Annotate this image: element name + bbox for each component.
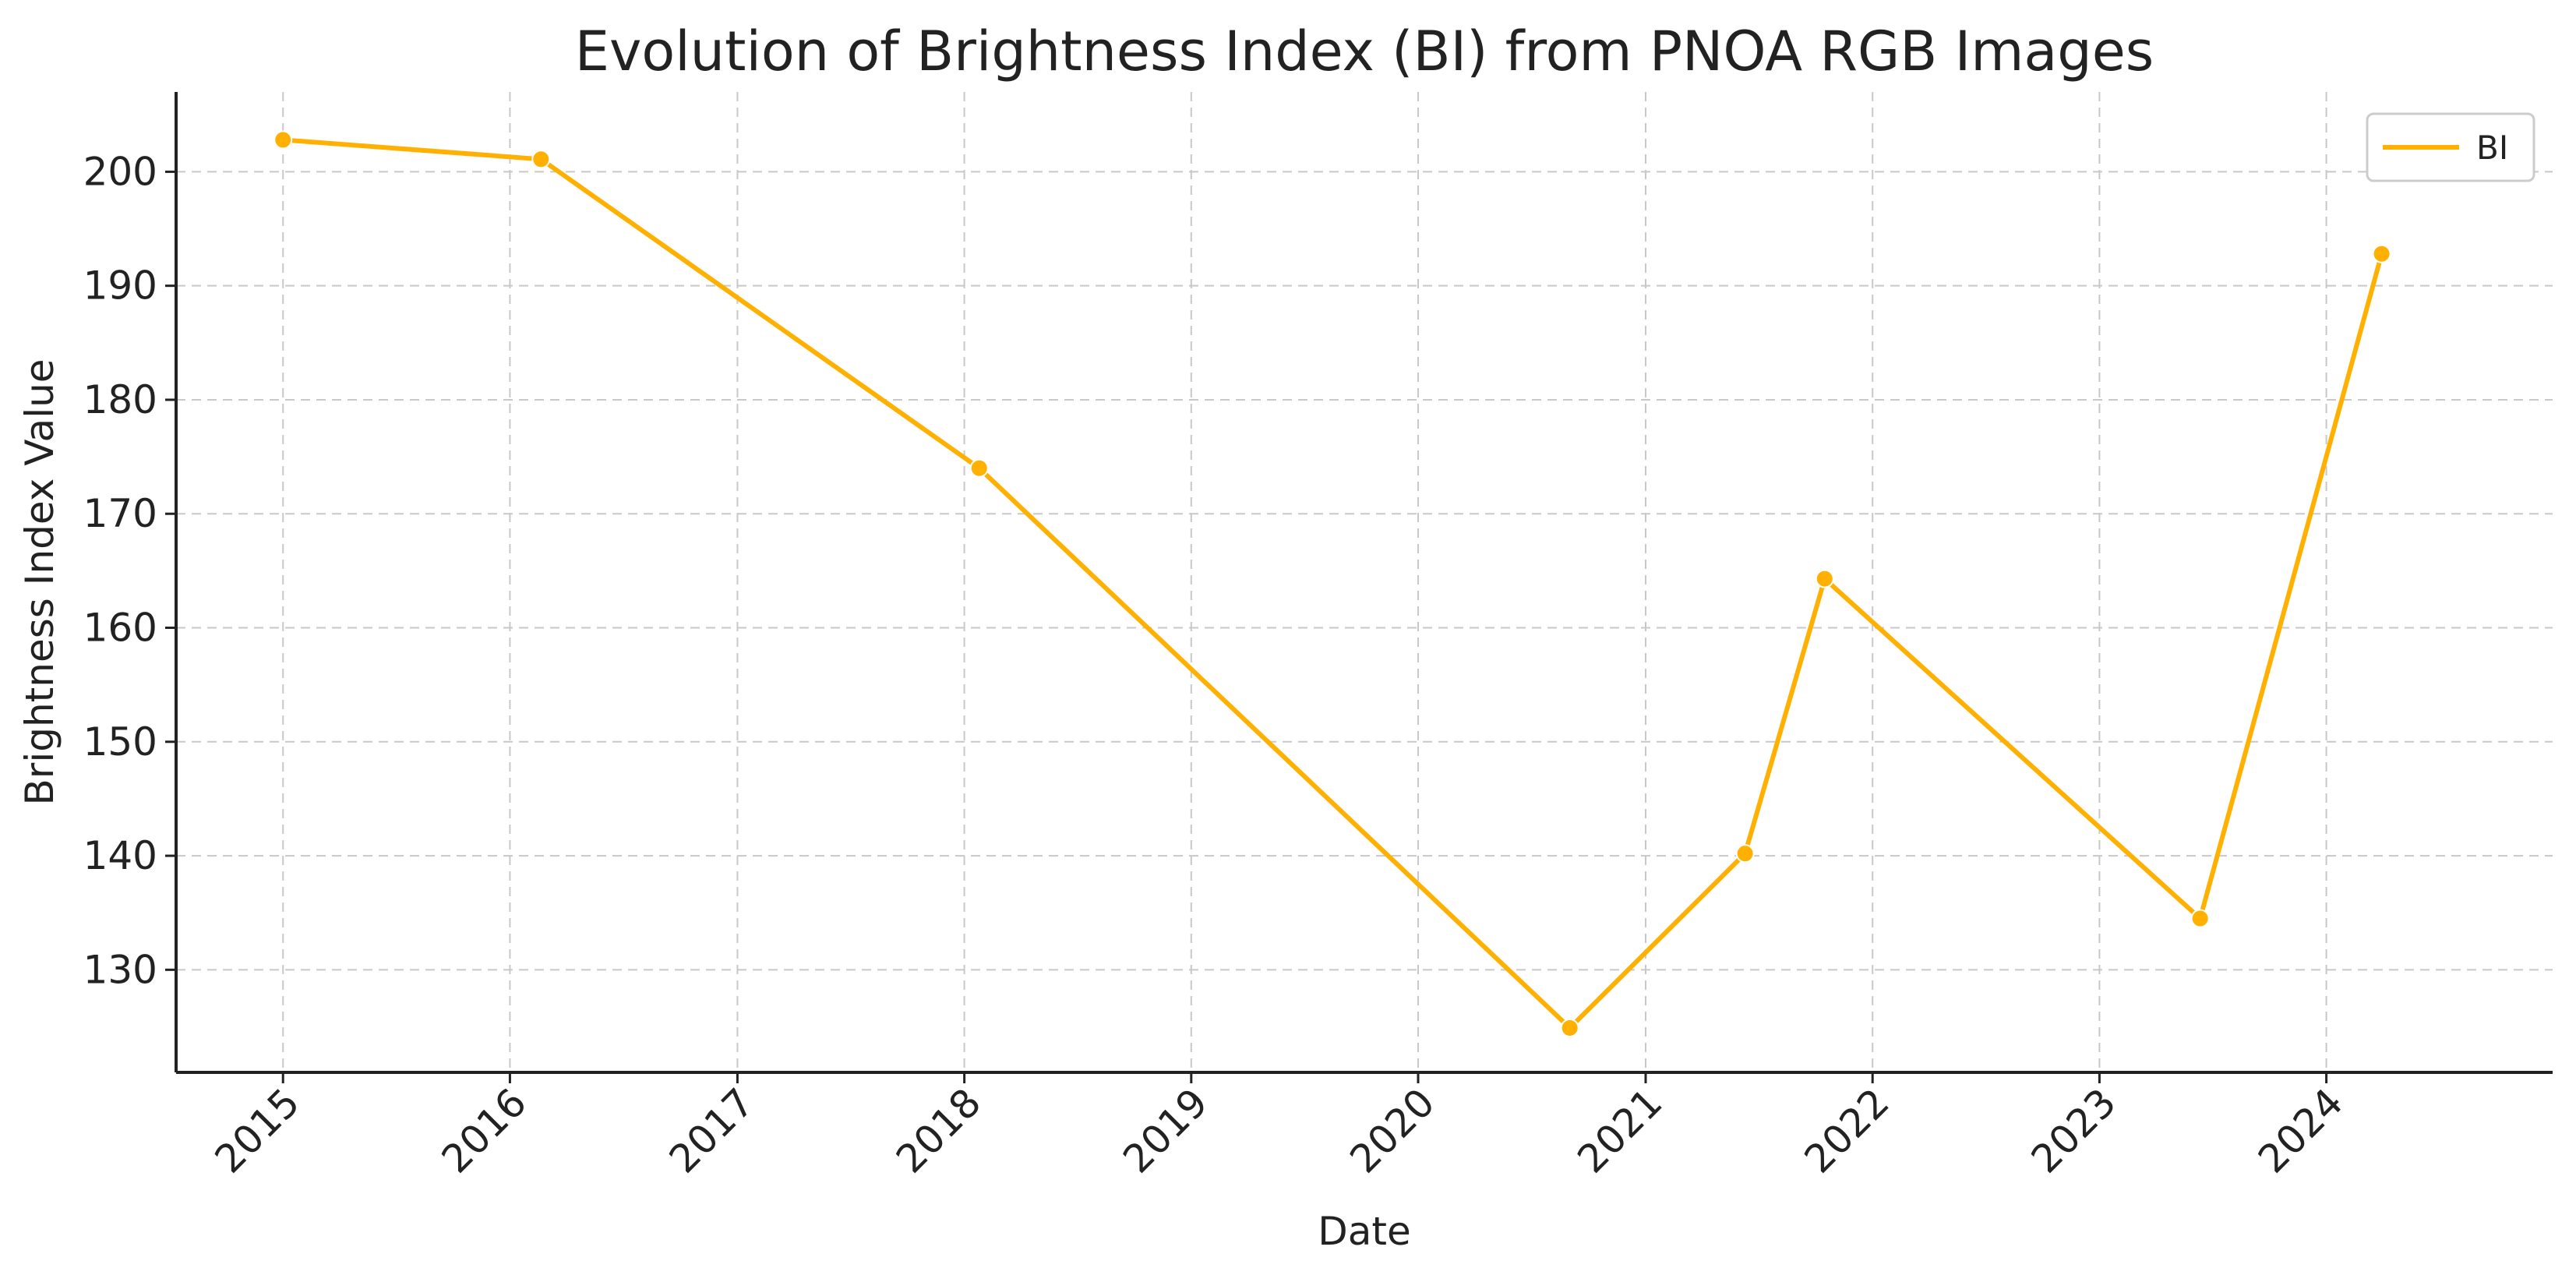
data-point <box>2372 244 2391 263</box>
x-tick-label: 2019 <box>1114 1079 1216 1181</box>
x-tick-label: 2023 <box>2023 1079 2125 1181</box>
data-point <box>2190 909 2210 928</box>
data-point <box>1815 569 1834 588</box>
x-tick-label: 2021 <box>1569 1079 1671 1181</box>
data-point <box>273 130 293 150</box>
series-line-bi <box>282 137 2384 1030</box>
y-axis-label: Brightness Index Value <box>17 359 62 805</box>
y-tick-label: 140 <box>83 833 157 878</box>
ticks: 130 140 150 160 170 180 190 200 2015 2016 2017 2018… <box>83 149 2352 1181</box>
x-tick-label: 2022 <box>1796 1079 1898 1181</box>
y-tick-label: 180 <box>83 377 157 422</box>
x-tick-label: 2024 <box>2250 1079 2352 1181</box>
series <box>273 130 2391 1037</box>
x-tick-label: 2016 <box>433 1079 535 1181</box>
axes <box>175 92 2553 1074</box>
data-point <box>1560 1018 1579 1037</box>
y-tick-label: 190 <box>83 263 157 309</box>
x-axis-label: Date <box>1318 1209 1411 1254</box>
data-point <box>531 150 551 169</box>
data-point <box>1735 844 1755 864</box>
chart-title: Evolution of Brightness Index (BI) from … <box>575 19 2154 83</box>
y-tick-label: 170 <box>83 491 157 536</box>
y-tick-label: 130 <box>83 947 157 992</box>
x-tick-label: 2018 <box>887 1079 990 1181</box>
x-tick-label: 2017 <box>661 1079 763 1181</box>
y-tick-label: 200 <box>83 149 157 194</box>
data-point <box>969 458 989 478</box>
legend-label-bi: BI <box>2476 129 2508 167</box>
y-tick-label: 150 <box>83 719 157 765</box>
x-tick-label: 2015 <box>206 1079 309 1181</box>
grid <box>176 92 2553 1072</box>
x-tick-label: 2020 <box>1342 1079 1444 1181</box>
y-tick-label: 160 <box>83 606 157 651</box>
legend: BI <box>2366 112 2535 182</box>
